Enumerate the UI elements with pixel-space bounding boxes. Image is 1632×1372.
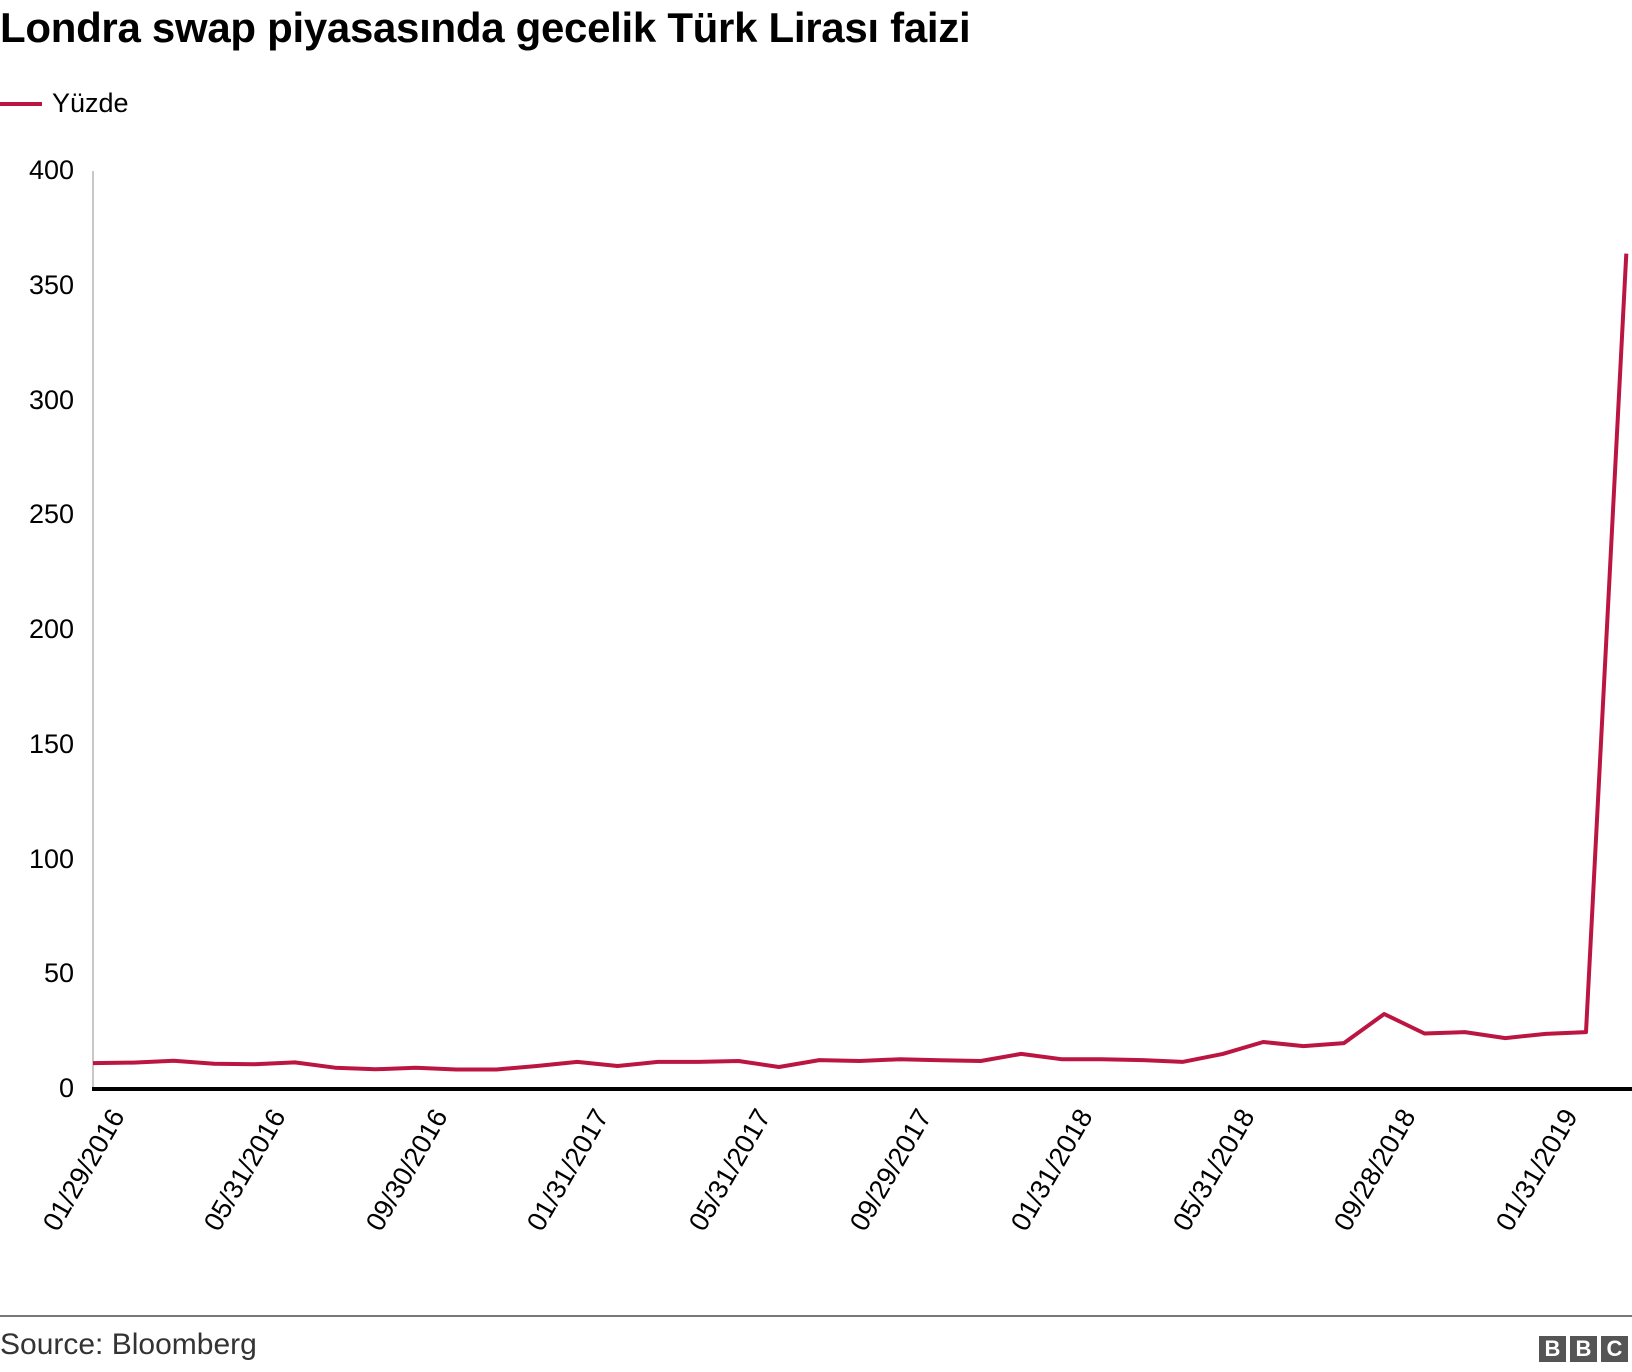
x-tick-label: 05/31/2016 bbox=[198, 1103, 292, 1236]
x-tick-label: 01/29/2016 bbox=[37, 1103, 131, 1236]
x-tick-label: 01/31/2019 bbox=[1489, 1103, 1584, 1236]
y-tick-label: 400 bbox=[28, 155, 74, 185]
y-tick-label: 300 bbox=[28, 384, 74, 415]
x-tick-label: 09/29/2017 bbox=[844, 1103, 938, 1236]
bbc-logo: B B C bbox=[1539, 1336, 1628, 1362]
y-tick-label: 350 bbox=[28, 269, 74, 300]
legend: Yüzde bbox=[0, 88, 129, 119]
data-line bbox=[92, 253, 1629, 1072]
y-tick-label: 200 bbox=[28, 614, 74, 644]
x-tick-label: 09/28/2018 bbox=[1328, 1103, 1422, 1236]
legend-swatch bbox=[0, 101, 42, 106]
y-tick-label: 100 bbox=[28, 843, 74, 874]
footer-divider bbox=[0, 1315, 1632, 1317]
bbc-logo-letter: B bbox=[1570, 1336, 1597, 1362]
y-tick-label: 250 bbox=[28, 499, 74, 530]
y-tick-label: 50 bbox=[43, 958, 74, 989]
legend-label: Yüzde bbox=[52, 88, 129, 118]
x-tick-label: 01/31/2018 bbox=[1005, 1103, 1099, 1236]
x-tick-label: 05/31/2018 bbox=[1166, 1103, 1261, 1236]
bbc-logo-letter: C bbox=[1601, 1336, 1628, 1362]
y-tick-label: 0 bbox=[58, 1073, 74, 1103]
bbc-logo-letter: B bbox=[1539, 1336, 1566, 1362]
x-tick-label: 01/31/2017 bbox=[521, 1103, 615, 1236]
plot-area bbox=[92, 171, 1632, 1091]
source-note: Source: Bloomberg bbox=[0, 1328, 257, 1361]
y-tick-label: 150 bbox=[28, 728, 74, 759]
chart-title: Londra swap piyasasında gecelik Türk Lir… bbox=[0, 4, 971, 51]
x-tick-label: 09/30/2016 bbox=[359, 1103, 454, 1236]
x-tick-label: 05/31/2017 bbox=[682, 1103, 777, 1236]
